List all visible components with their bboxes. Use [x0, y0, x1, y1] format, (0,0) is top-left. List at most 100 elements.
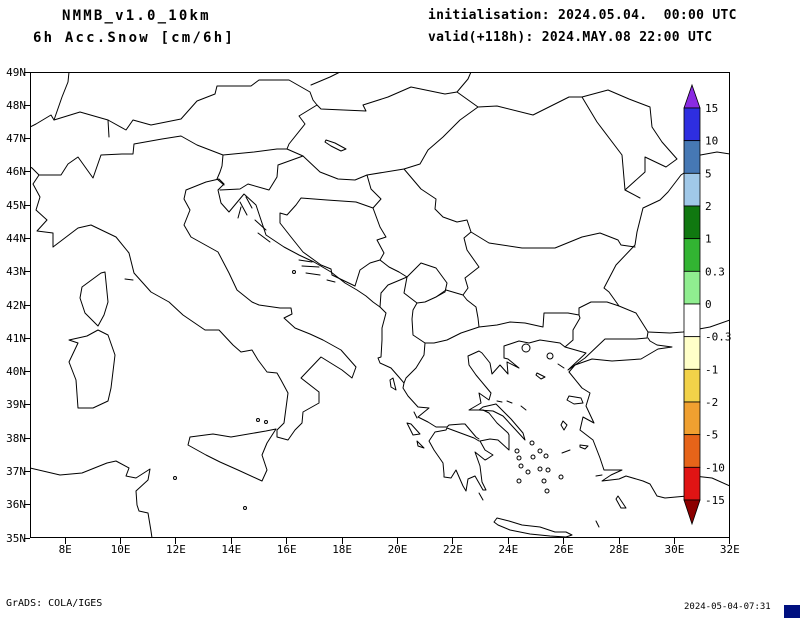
lat-label: 41N — [6, 331, 26, 345]
lon-label: 30E — [664, 543, 685, 556]
lon-tick — [341, 538, 343, 544]
island-krk — [245, 196, 253, 209]
lat-label: 46N — [6, 165, 26, 179]
island-dugi-otok — [257, 232, 271, 243]
border-line — [462, 294, 480, 328]
border-line — [478, 312, 580, 328]
island-kythira — [478, 492, 484, 501]
island-cyclades — [516, 478, 522, 484]
island-cyclades — [516, 455, 522, 461]
island-imbros — [557, 363, 565, 369]
border-line — [38, 135, 225, 186]
lat-tick — [24, 537, 30, 539]
model-title: NMMB_v1.0_10km — [62, 8, 211, 24]
island-cyclades — [558, 474, 564, 480]
colorbar-segment — [683, 434, 701, 468]
colorbar-label: 0 — [705, 298, 712, 311]
lon-label: 12E — [166, 543, 186, 556]
colorbar-segment — [683, 401, 701, 436]
colorbar-label: 2 — [705, 200, 712, 213]
border-line — [53, 72, 70, 121]
lat-tick — [24, 304, 30, 306]
lat-tick — [24, 437, 30, 439]
colorbar-segment — [683, 368, 701, 403]
border-line — [302, 155, 368, 181]
lake-balaton — [324, 139, 347, 152]
colorbar-segment — [683, 107, 701, 142]
lon-tick — [397, 538, 398, 544]
island-losinj — [237, 206, 242, 219]
colorbar-segment — [683, 270, 701, 305]
map-border — [30, 72, 730, 538]
colorbar-label: -10 — [705, 461, 725, 474]
island-cyclades — [518, 463, 524, 469]
lat-label: 44N — [6, 231, 26, 245]
coastline — [467, 339, 566, 451]
island-cyclades — [525, 469, 531, 475]
border-line — [379, 259, 408, 278]
island-cyclades — [530, 454, 536, 460]
border-line — [286, 148, 304, 157]
init-time-label: initialisation: 2024.05.04. 00:00 UTC — [428, 8, 737, 23]
border-line — [366, 174, 382, 209]
island-aeolian — [264, 420, 268, 424]
lat-tick — [24, 204, 30, 206]
lat-tick — [24, 271, 30, 273]
lon-label: 16E — [276, 543, 297, 556]
island-rhodes — [615, 495, 627, 509]
lat-label: 38N — [6, 431, 26, 445]
lon-label: 20E — [387, 543, 408, 556]
island-cyclades — [514, 448, 520, 454]
island-karpathos — [595, 520, 600, 528]
colorbar-label: 0.3 — [705, 265, 725, 278]
lat-label: 39N — [6, 398, 26, 412]
lon-tick — [120, 538, 122, 544]
lat-label: 47N — [6, 132, 26, 146]
colorbar-label: -15 — [705, 494, 725, 507]
islands — [68, 196, 627, 538]
border-line — [403, 106, 479, 170]
lon-label: 26E — [553, 543, 574, 556]
colorbar: 15 10 5 2 1 0.3 0 -0.3 -1 -2 -5 -10 -15 — [683, 83, 732, 526]
lon-label: 8E — [58, 543, 72, 556]
border-line — [222, 148, 288, 156]
lat-tick — [24, 237, 30, 239]
lon-tick — [729, 538, 731, 544]
border-line — [411, 302, 426, 344]
lon-tick — [673, 538, 675, 544]
map-plot — [30, 72, 730, 538]
border-line — [456, 72, 472, 93]
border-line — [316, 86, 458, 112]
lat-tick — [24, 470, 30, 472]
lat-label: 37N — [6, 464, 26, 478]
border-line — [462, 231, 480, 296]
island-sicily — [187, 428, 277, 482]
island-brac — [298, 259, 313, 263]
border-line — [366, 168, 405, 176]
island-sporades — [506, 400, 513, 404]
island-kefalonia — [406, 422, 421, 436]
border-line — [372, 207, 387, 261]
island-euboea — [478, 403, 526, 441]
colorbar-segment — [683, 238, 701, 272]
island-hvar — [301, 265, 320, 268]
lat-tick — [24, 71, 30, 73]
border-line — [354, 259, 381, 287]
colorbar-label: 10 — [705, 135, 718, 148]
island-pantelleria — [173, 476, 177, 480]
map-frame — [30, 72, 730, 538]
border-line — [403, 168, 472, 233]
border-line — [286, 104, 318, 150]
border-line — [403, 342, 426, 384]
border-line — [219, 155, 304, 191]
island-lesbos — [566, 395, 584, 405]
island-lefkada — [413, 411, 418, 419]
border-line — [30, 166, 54, 248]
island-zakynthos — [416, 440, 425, 449]
island-sporades — [496, 400, 503, 403]
border-line — [279, 197, 374, 287]
lon-label: 14E — [221, 543, 242, 556]
border-line — [379, 276, 408, 308]
coastlines — [30, 151, 730, 538]
